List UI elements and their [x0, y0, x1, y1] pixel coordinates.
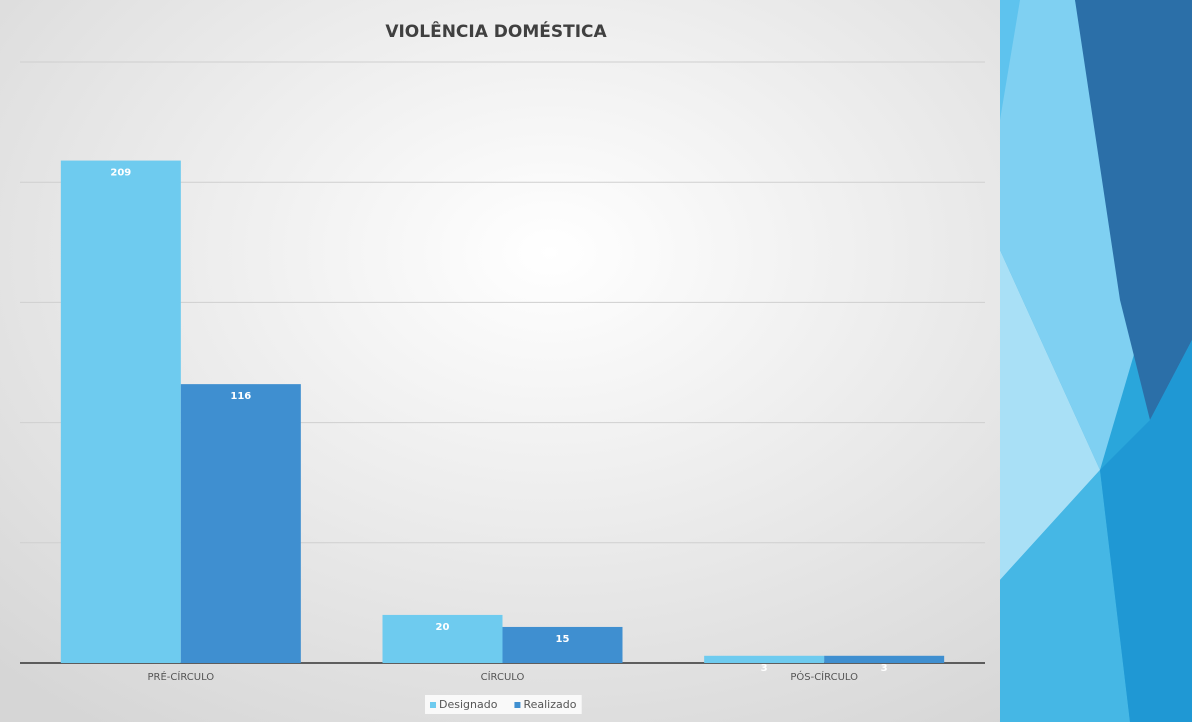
- legend-swatch: [514, 702, 521, 708]
- data-label: 20: [436, 622, 450, 633]
- legend-label: Realizado: [523, 698, 576, 711]
- legend-box: [425, 695, 582, 714]
- decor-panel: [1000, 0, 1192, 722]
- legend: Designado Realizado: [425, 695, 582, 714]
- x-tick-label: CÍRCULO: [481, 670, 525, 683]
- plot-area: PRÉ-CÍRCULO 209 116 CÍRCULO 20 15 PÓS-CÍRCULO 3…: [20, 61, 985, 714]
- bar: [382, 614, 503, 663]
- data-label: 15: [556, 634, 570, 645]
- data-label: 116: [230, 391, 251, 402]
- data-label: 209: [110, 168, 131, 179]
- bar: [704, 655, 825, 663]
- bar: [60, 160, 181, 663]
- x-tick-label: PRÉ-CÍRCULO: [147, 670, 214, 683]
- x-tick-label: PÓS-CÍRCULO: [790, 670, 858, 683]
- chart-title: VIOLÊNCIA DOMÉSTICA: [385, 20, 607, 42]
- data-label: 3: [761, 663, 768, 674]
- legend-swatch: [430, 702, 436, 708]
- data-label: 3: [881, 663, 888, 674]
- bar: [824, 655, 945, 663]
- bar: [180, 384, 301, 663]
- bar: [502, 626, 623, 663]
- legend-label: Designado: [439, 698, 498, 711]
